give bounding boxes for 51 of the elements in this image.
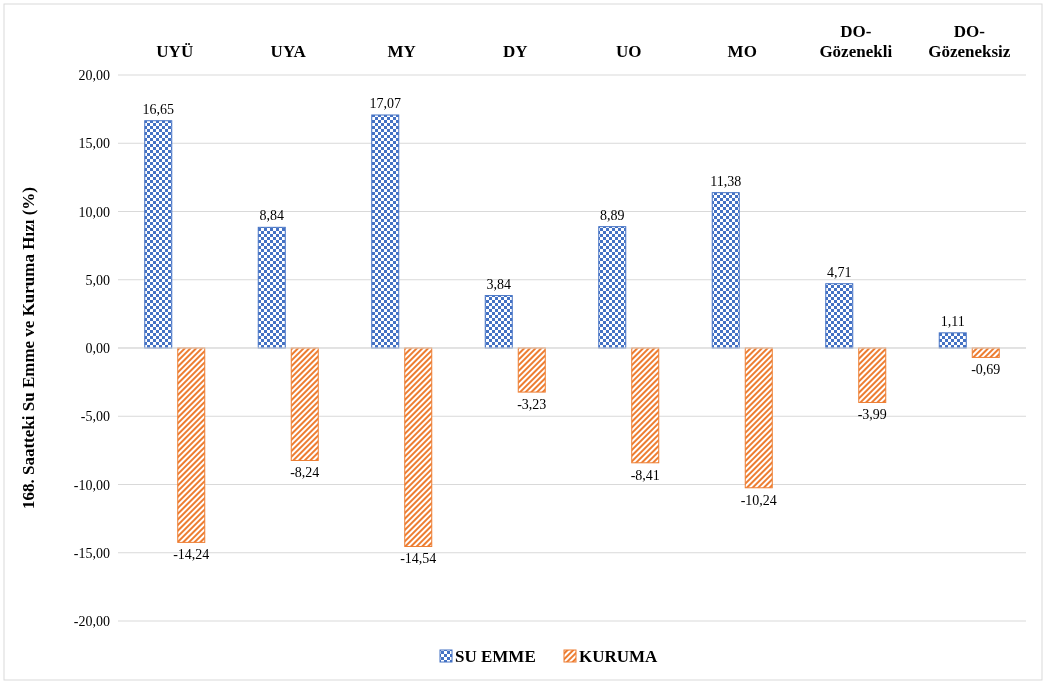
bar (371, 114, 400, 349)
y-tick-label: -20,00 (73, 614, 110, 629)
legend-label: KURUMA (579, 647, 659, 666)
data-label: 8,84 (259, 208, 284, 224)
legend-label: SU EMME (455, 647, 536, 666)
data-label: 1,11 (940, 313, 965, 329)
bar (711, 192, 740, 349)
bar (938, 332, 967, 349)
bar (484, 295, 513, 349)
data-label: -10,24 (740, 492, 777, 508)
bar (404, 347, 433, 547)
x-tick-label: DO-Gözenekli (819, 22, 893, 61)
y-tick-label: 10,00 (78, 204, 110, 220)
data-label: 3,84 (486, 276, 511, 292)
x-tick-label: MO (727, 42, 757, 61)
bar (598, 226, 627, 349)
data-label: -3,23 (517, 397, 547, 413)
data-label: -3,99 (857, 407, 887, 423)
bar (825, 283, 854, 349)
data-label: 17,07 (369, 95, 401, 111)
x-tick-label: DO-Gözeneksiz (928, 22, 1011, 61)
bar (144, 120, 173, 349)
bar (631, 347, 660, 464)
data-label: 8,89 (600, 207, 625, 223)
data-label: -0,69 (971, 362, 1001, 378)
bar (744, 347, 773, 489)
bar (517, 347, 546, 393)
bar (257, 226, 286, 349)
y-tick-label: 15,00 (78, 136, 110, 152)
x-tick-label: DY (502, 42, 528, 61)
bar (858, 347, 887, 403)
y-tick-label: -15,00 (73, 545, 110, 561)
y-tick-label: 5,00 (85, 272, 110, 288)
data-label: 4,71 (827, 264, 852, 280)
data-label: 16,65 (142, 101, 174, 117)
x-tick-label: UYÜ (156, 42, 194, 61)
y-axis-title: 168. Saatteki Su Emme ve Kuruma Hızı (%) (19, 186, 38, 510)
data-label: -8,41 (630, 467, 660, 483)
data-label: -14,54 (400, 551, 437, 567)
bar (177, 347, 206, 543)
data-label: -14,24 (173, 547, 210, 563)
bar (290, 347, 319, 461)
y-tick-label: 0,00 (85, 341, 110, 356)
data-label: -8,24 (290, 465, 320, 481)
x-tick-label: UO (616, 42, 642, 61)
y-tick-label: -5,00 (80, 409, 110, 425)
y-tick-label: -10,00 (73, 477, 110, 493)
x-tick-label: MY (387, 42, 416, 61)
x-tick-label: UYA (270, 42, 307, 61)
data-label: 11,38 (710, 173, 742, 189)
y-tick-label: 20,00 (78, 68, 110, 83)
